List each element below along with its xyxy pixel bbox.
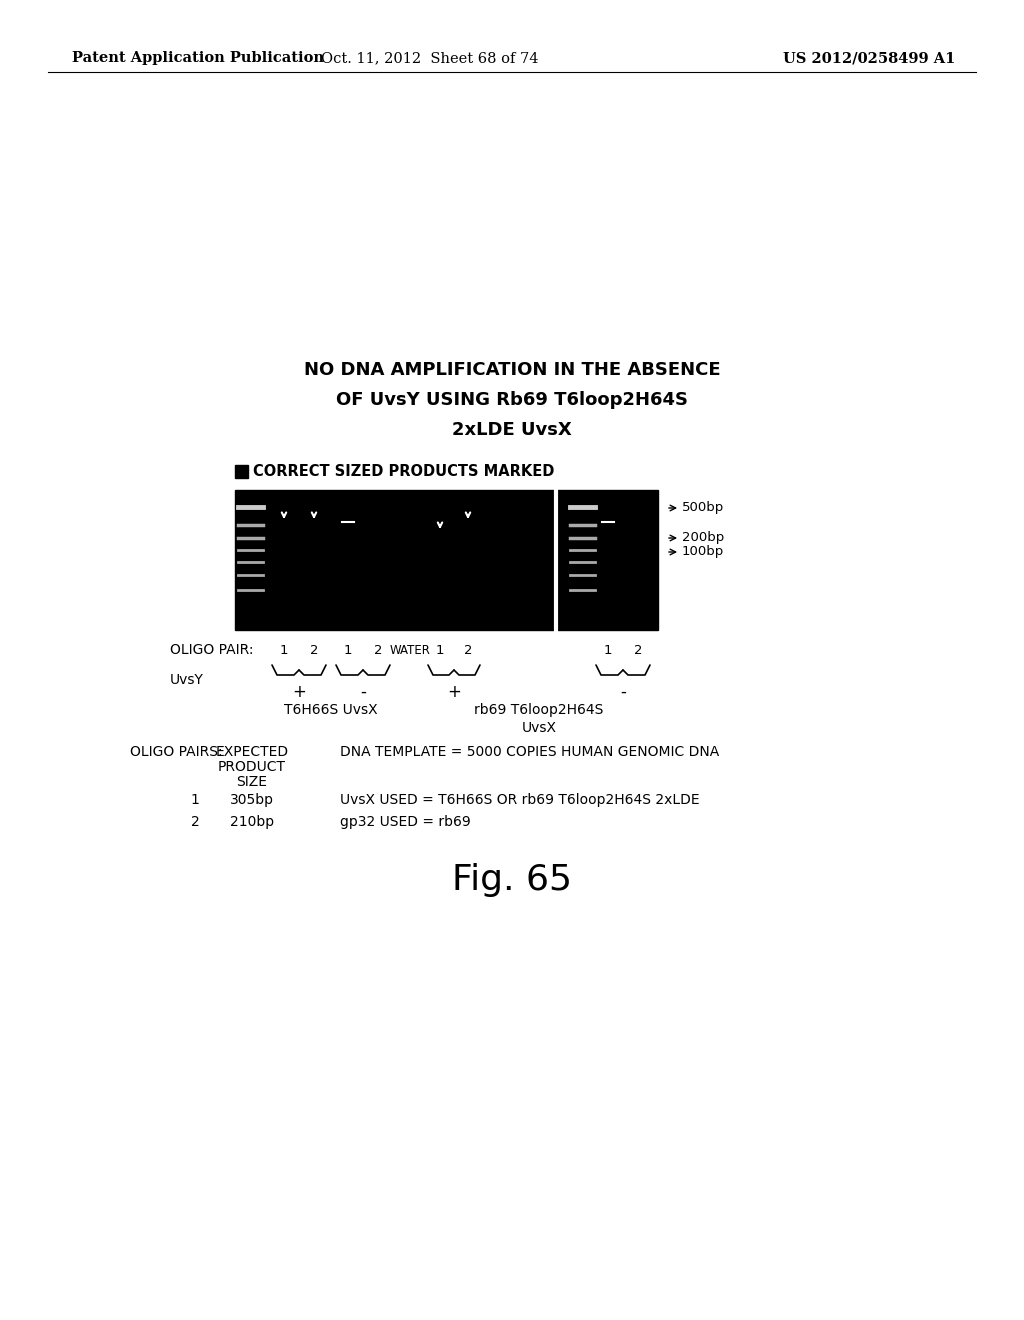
Text: EXPECTED: EXPECTED	[215, 744, 289, 759]
Text: 1: 1	[604, 644, 612, 656]
Text: 2: 2	[464, 644, 472, 656]
Text: UvsY: UvsY	[170, 673, 204, 686]
Text: DNA TEMPLATE = 5000 COPIES HUMAN GENOMIC DNA: DNA TEMPLATE = 5000 COPIES HUMAN GENOMIC…	[340, 744, 719, 759]
Text: US 2012/0258499 A1: US 2012/0258499 A1	[782, 51, 955, 65]
Text: UvsX USED = T6H66S OR rb69 T6loop2H64S 2xLDE: UvsX USED = T6H66S OR rb69 T6loop2H64S 2…	[340, 793, 699, 807]
Text: OLIGO PAIRS:: OLIGO PAIRS:	[130, 744, 222, 759]
Text: 2: 2	[190, 814, 200, 829]
Text: 1: 1	[190, 793, 200, 807]
Text: 1: 1	[344, 644, 352, 656]
Text: WATER: WATER	[389, 644, 430, 656]
Text: 1: 1	[280, 644, 288, 656]
Text: SIZE: SIZE	[237, 775, 267, 789]
Text: OLIGO PAIR:: OLIGO PAIR:	[170, 643, 254, 657]
Text: T6H66S UvsX: T6H66S UvsX	[285, 704, 378, 717]
Text: NO DNA AMPLIFICATION IN THE ABSENCE: NO DNA AMPLIFICATION IN THE ABSENCE	[304, 360, 720, 379]
Text: 100bp: 100bp	[682, 545, 724, 558]
Text: 2: 2	[309, 644, 318, 656]
Text: Patent Application Publication: Patent Application Publication	[72, 51, 324, 65]
Text: 2xLDE UvsX: 2xLDE UvsX	[453, 421, 571, 440]
Text: 2: 2	[634, 644, 642, 656]
Text: 500bp: 500bp	[682, 502, 724, 515]
Text: Fig. 65: Fig. 65	[452, 863, 572, 898]
Text: OF UvsY USING Rb69 T6loop2H64S: OF UvsY USING Rb69 T6loop2H64S	[336, 391, 688, 409]
Text: 210bp: 210bp	[230, 814, 274, 829]
Text: -: -	[360, 682, 366, 701]
Text: +: +	[292, 682, 306, 701]
Text: PRODUCT: PRODUCT	[218, 760, 286, 774]
Text: rb69 T6loop2H64S: rb69 T6loop2H64S	[474, 704, 604, 717]
Text: UvsX: UvsX	[521, 721, 556, 735]
Text: 1: 1	[436, 644, 444, 656]
Text: Oct. 11, 2012  Sheet 68 of 74: Oct. 11, 2012 Sheet 68 of 74	[322, 51, 539, 65]
Text: +: +	[447, 682, 461, 701]
Text: 200bp: 200bp	[682, 532, 724, 544]
Bar	[234, 490, 658, 630]
Text: 305bp: 305bp	[230, 793, 274, 807]
Text: 2: 2	[374, 644, 382, 656]
Text: gp32 USED = rb69: gp32 USED = rb69	[340, 814, 471, 829]
Text: -: -	[621, 682, 626, 701]
Bar	[234, 465, 248, 478]
Text: CORRECT SIZED PRODUCTS MARKED: CORRECT SIZED PRODUCTS MARKED	[253, 463, 554, 479]
